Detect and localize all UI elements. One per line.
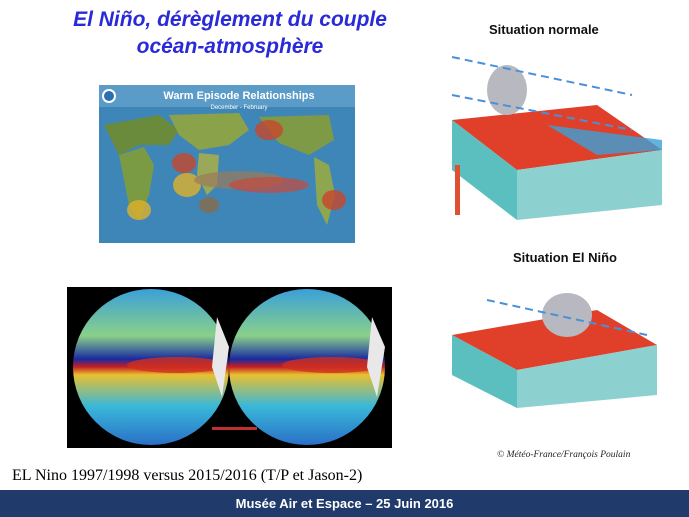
map-subtitle: December - February: [210, 105, 267, 111]
title-line: océan-atmosphère: [136, 35, 324, 58]
diagram-title: Situation El Niño: [513, 250, 617, 265]
diagram-normal-image: [451, 56, 662, 220]
footer: Musée Air et Espace – 25 Juin 2016: [0, 490, 689, 517]
globes-image: [67, 287, 392, 448]
slide-title: El Niño, dérèglement du couple océan-atm…: [0, 6, 460, 60]
credit: © Météo-France/François Poulain: [497, 450, 631, 460]
title-line: El Niño, dérèglement du couple: [73, 8, 387, 31]
map-title: Warm Episode Relationships: [163, 90, 314, 102]
diagram-title: Situation normale: [489, 22, 599, 37]
diagram-nino-image: [452, 293, 657, 408]
caption: EL Nino 1997/1998 versus 2015/2016 (T/P …: [12, 467, 363, 484]
map-image: Warm Episode Relationships December - Fe…: [99, 85, 355, 243]
